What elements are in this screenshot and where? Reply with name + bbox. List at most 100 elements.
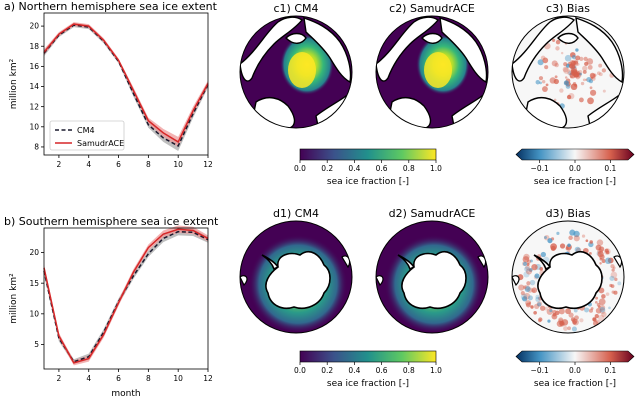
- bias-cell: [530, 305, 534, 309]
- antarctica-landmass: [397, 250, 467, 309]
- bias-cell: [575, 55, 581, 61]
- bias-cell: [531, 287, 538, 294]
- bias-cell: [610, 271, 618, 279]
- bias-cell: [535, 79, 541, 85]
- bias-cell: [589, 72, 596, 79]
- colorbar-tick-label: 0.6: [376, 164, 388, 173]
- bias-cell: [538, 317, 543, 322]
- bias-cell: [525, 268, 533, 275]
- panel-b-line-chart: 2 4 6 8 10 12 5 10 15 20 b) Southern hemisphere se…: [4, 215, 219, 399]
- map-field: [376, 221, 488, 333]
- bias-cell: [573, 235, 580, 242]
- land-mass: [512, 16, 576, 82]
- bias-cell: [598, 298, 606, 306]
- bias-cell: [534, 273, 540, 279]
- colorbar-field-top: [299, 148, 437, 161]
- map-title: d1) CM4: [273, 207, 319, 220]
- bias-cell: [588, 252, 592, 255]
- bias-cell: [523, 292, 531, 300]
- y-tick-label: 16: [29, 62, 39, 71]
- bias-cell: [604, 257, 612, 265]
- bias-cell: [599, 254, 605, 260]
- colorbar-tick-label: 0.1: [604, 366, 616, 375]
- bias-cell: [602, 89, 606, 93]
- bias-cell: [552, 312, 557, 317]
- bias-cell: [549, 309, 553, 313]
- bias-cell: [594, 300, 598, 304]
- bias-cell: [539, 81, 542, 85]
- bias-cell: [605, 250, 610, 255]
- bias-cell: [570, 68, 578, 76]
- y-tick-label: 8: [34, 143, 39, 152]
- colorbar-tick-label: 0.6: [376, 366, 388, 375]
- map-boundary: [511, 220, 625, 334]
- bias-cell: [571, 54, 577, 60]
- colorbar-tick-label: 0.4: [348, 164, 360, 173]
- bias-cell: [563, 62, 568, 67]
- colorbar-tick-label: 0.8: [403, 366, 415, 375]
- bias-cell: [526, 281, 531, 286]
- colorbar-tick-label: 0.2: [321, 366, 333, 375]
- bias-cell: [542, 86, 548, 92]
- bias-cell: [564, 54, 572, 62]
- bias-cell: [589, 86, 593, 90]
- bias-cell: [592, 317, 597, 322]
- bias-cell: [547, 319, 551, 323]
- bias-cell: [609, 283, 613, 288]
- bias-cell: [568, 235, 573, 241]
- bias-cell: [598, 72, 603, 77]
- bias-cell: [567, 243, 571, 248]
- bias-cell: [572, 320, 577, 325]
- map-title: c1) CM4: [273, 2, 318, 15]
- bias-cell: [595, 296, 599, 300]
- bias-cell: [611, 290, 615, 294]
- colorbar-tick-label: 0.0: [569, 366, 581, 375]
- bias-cell: [609, 275, 615, 281]
- bias-cell: [568, 64, 573, 69]
- bias-cell: [594, 313, 599, 319]
- colorbar-label: sea ice fraction [-]: [327, 379, 409, 389]
- bias-cell: [575, 74, 581, 80]
- antarctica-landmass: [533, 250, 603, 309]
- map-field: [512, 16, 624, 128]
- bias-cell: [582, 65, 588, 72]
- bias-cell: [598, 314, 605, 322]
- series-line-samudrace: [43, 228, 209, 364]
- bias-cell: [528, 295, 533, 301]
- land-mass: [575, 16, 624, 84]
- bias-cell: [599, 304, 606, 311]
- bias-cell: [562, 66, 569, 73]
- bias-cell: [576, 73, 582, 78]
- land-mass: [240, 275, 248, 287]
- bias-cell: [610, 264, 615, 269]
- y-tick-label: 5: [34, 340, 39, 349]
- bias-cell: [571, 326, 577, 332]
- bias-cell: [565, 308, 572, 315]
- bias-cell: [524, 286, 531, 293]
- bias-cell: [520, 293, 528, 301]
- bias-cell: [529, 279, 536, 286]
- colorbar-label: sea ice fraction [-]: [534, 177, 616, 187]
- land-mass: [557, 32, 579, 44]
- y-tick-label: 12: [29, 102, 39, 111]
- bias-cell: [573, 60, 579, 65]
- bias-cell: [518, 284, 525, 291]
- x-tick-label: 10: [173, 374, 183, 383]
- x-tick-label: 8: [146, 374, 151, 383]
- map-title: d2) SamudrACE: [389, 207, 476, 220]
- bias-cell: [586, 77, 592, 83]
- sea-ice-core: [288, 52, 316, 88]
- x-tick-label: 12: [203, 160, 213, 169]
- bias-cell: [584, 78, 588, 81]
- map-field: [376, 16, 488, 128]
- bias-cell: [563, 326, 568, 331]
- colorbar-tick-label: 0.2: [321, 164, 333, 173]
- bias-cell: [540, 251, 547, 258]
- colorbar-tick-label: −0.1: [531, 164, 549, 173]
- x-tick-label: 2: [57, 374, 62, 383]
- bias-cell: [558, 308, 565, 315]
- colorbar-tick-label: 0.1: [604, 164, 616, 173]
- y-tick-label: 15: [29, 279, 39, 288]
- y-tick-label: 14: [29, 82, 39, 91]
